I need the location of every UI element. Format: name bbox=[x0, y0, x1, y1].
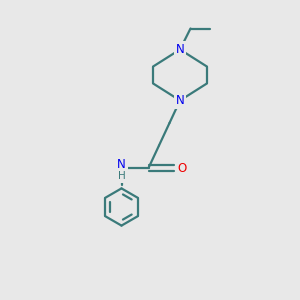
Text: N: N bbox=[176, 94, 184, 107]
Text: O: O bbox=[178, 161, 187, 175]
Text: N: N bbox=[176, 43, 184, 56]
Text: N: N bbox=[117, 158, 126, 172]
Text: H: H bbox=[118, 171, 125, 182]
